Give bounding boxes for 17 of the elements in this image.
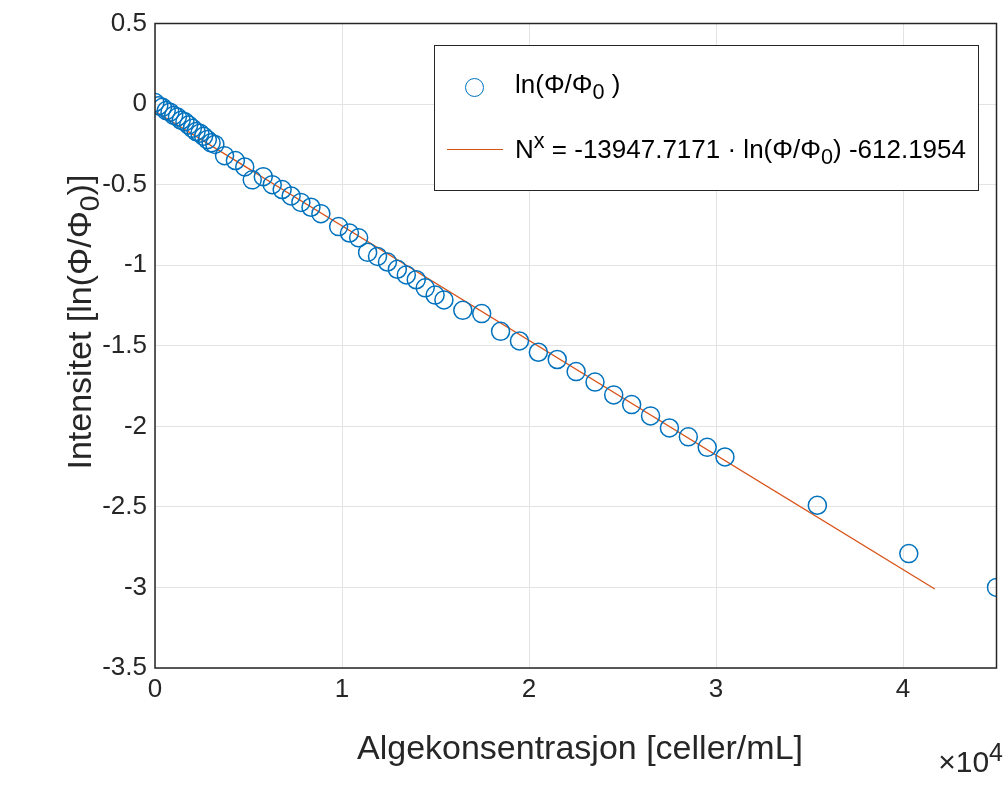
x-axis-title: Algekonsentrasjon [celler/mL] — [356, 728, 803, 766]
x-tick-label: 2 — [521, 672, 537, 703]
x-tick-label: 1 — [334, 672, 350, 703]
y-tick-label: -1.5 — [102, 328, 147, 359]
y-tick-label: -0.5 — [102, 167, 147, 198]
y-tick-label: -1 — [123, 248, 147, 279]
y-tick-label: -3.5 — [102, 651, 147, 682]
y-tick-label: 0 — [132, 87, 147, 118]
text: ×10$^{4}$ — [938, 738, 1003, 779]
legend-label: N$^{x}$ = -13947.7171 · ln(Φ/Φ$_{0}$) -612.1954 — [514, 128, 966, 170]
y-tick-label: -3 — [123, 570, 147, 601]
y-tick-label: -2 — [123, 409, 147, 440]
y-tick-label: 0.5 — [110, 6, 147, 37]
y-tick-label: -2.5 — [102, 490, 147, 521]
x-tick-label: 3 — [708, 672, 724, 703]
legend-label: ln(Φ/Φ$_{0}$ ) — [514, 68, 621, 106]
x-tick-label: 4 — [895, 672, 911, 703]
